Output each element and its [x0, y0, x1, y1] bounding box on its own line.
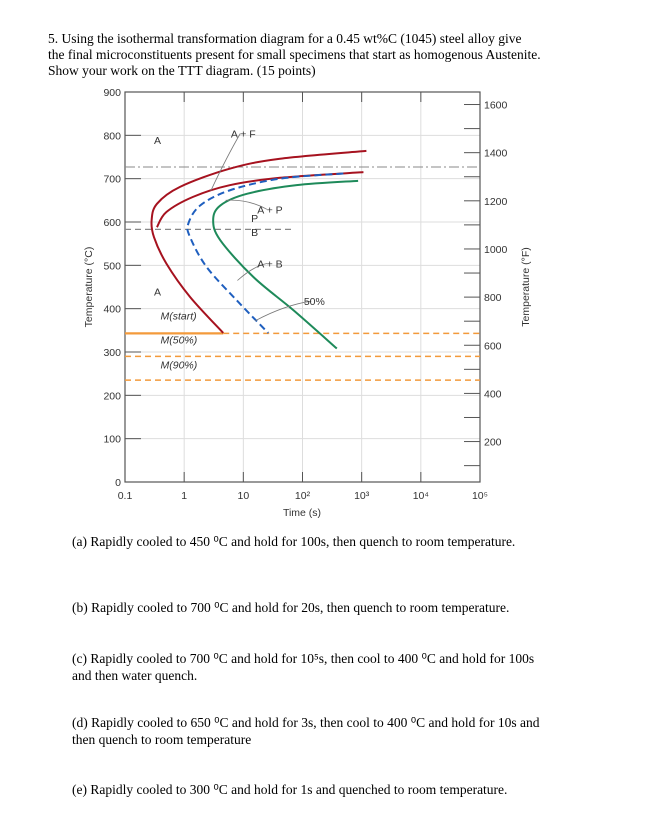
- x-tick-label: 0.1: [118, 490, 133, 502]
- annotation-label: 50%: [304, 296, 325, 308]
- part-d: (d) Rapidly cooled to 650 ⁰C and hold fo…: [72, 714, 592, 748]
- start-curve: [150, 149, 367, 334]
- x-tick-label: 10⁴: [413, 490, 429, 502]
- question-line: Show your work on the TTT diagram. (15 p…: [48, 63, 316, 78]
- annotation-label: M(50%): [161, 334, 198, 346]
- y2-tick-label: 600: [484, 340, 502, 352]
- question-line: 5. Using the isothermal transformation d…: [48, 31, 522, 46]
- x-tick-label: 10³: [354, 490, 370, 502]
- y2-tick-label: 1600: [484, 100, 508, 112]
- y-tick-label: 900: [103, 87, 121, 99]
- y2-tick-label: 400: [484, 388, 502, 400]
- x-tick-label: 10: [237, 490, 249, 502]
- y2-tick-label: 200: [484, 437, 502, 449]
- y-tick-label: 500: [103, 260, 121, 272]
- annotation-label: A: [154, 287, 161, 299]
- y-tick-label: 700: [103, 174, 121, 186]
- x-tick-label: 10⁵: [472, 490, 488, 502]
- y-tick-label: 400: [103, 304, 121, 316]
- fifty-percent-curve: [186, 172, 344, 334]
- part-b: (b) Rapidly cooled to 700 ⁰C and hold fo…: [72, 599, 592, 616]
- part-text: (d) Rapidly cooled to 650 ⁰C and hold fo…: [72, 715, 540, 730]
- y2-tick-label: 1200: [484, 196, 508, 208]
- y2-tick-label: 1400: [484, 148, 508, 160]
- y-tick-label: 100: [103, 434, 121, 446]
- part-text: and then water quench.: [72, 668, 198, 683]
- part-text: (a) Rapidly cooled to 450 ⁰C and hold fo…: [72, 534, 516, 549]
- y-tick-label: 800: [103, 130, 121, 142]
- ferrite-finish-curve: [156, 171, 364, 228]
- part-a: (a) Rapidly cooled to 450 ⁰C and hold fo…: [72, 533, 592, 550]
- part-c: (c) Rapidly cooled to 700 ⁰C and hold fo…: [72, 650, 592, 684]
- annotation-arrow: [210, 133, 241, 191]
- part-text: (b) Rapidly cooled to 700 ⁰C and hold fo…: [72, 600, 510, 615]
- annotation-label: A: [154, 135, 161, 147]
- y-tick-label: 600: [103, 217, 121, 229]
- annotation-label: M(90%): [161, 359, 198, 371]
- y-tick-label: 0: [115, 477, 121, 489]
- annotation-label: B: [251, 227, 258, 239]
- question-line: the final microconstituents present for …: [48, 47, 541, 62]
- y2-tick-label: 800: [484, 292, 502, 304]
- question-text: 5. Using the isothermal transformation d…: [48, 31, 608, 79]
- annotation-arrow: [237, 263, 268, 281]
- part-text: (e) Rapidly cooled to 300 ⁰C and hold fo…: [72, 782, 508, 797]
- annotation-label: A + P: [257, 204, 282, 216]
- annotation-label: P: [251, 213, 258, 225]
- part-text: (c) Rapidly cooled to 700 ⁰C and hold fo…: [72, 651, 535, 666]
- x-tick-label: 1: [181, 490, 187, 502]
- y-axis-title: Temperature (°C): [83, 247, 95, 328]
- x-tick-label: 10²: [295, 490, 311, 502]
- annotation-label: M(start): [161, 311, 197, 323]
- annotation-label: A + F: [231, 129, 256, 141]
- annotation-arrow: [225, 199, 268, 210]
- y-tick-label: 200: [103, 390, 121, 402]
- annotation-label: A + B: [257, 259, 282, 271]
- finish-curve: [212, 179, 359, 350]
- x-axis-title: Time (s): [283, 507, 321, 519]
- ttt-diagram: 0 100 200 300 400 500 600 700 800 900 0.1 1 10 10² 10³…: [83, 87, 532, 519]
- y-tick-label: 300: [103, 347, 121, 359]
- part-e: (e) Rapidly cooled to 300 ⁰C and hold fo…: [72, 781, 592, 798]
- y2-tick-label: 1000: [484, 244, 508, 256]
- annotation-arrow: [254, 300, 312, 322]
- y2-axis-title: Temperature (°F): [520, 247, 532, 326]
- part-text: then quench to room temperature: [72, 732, 252, 747]
